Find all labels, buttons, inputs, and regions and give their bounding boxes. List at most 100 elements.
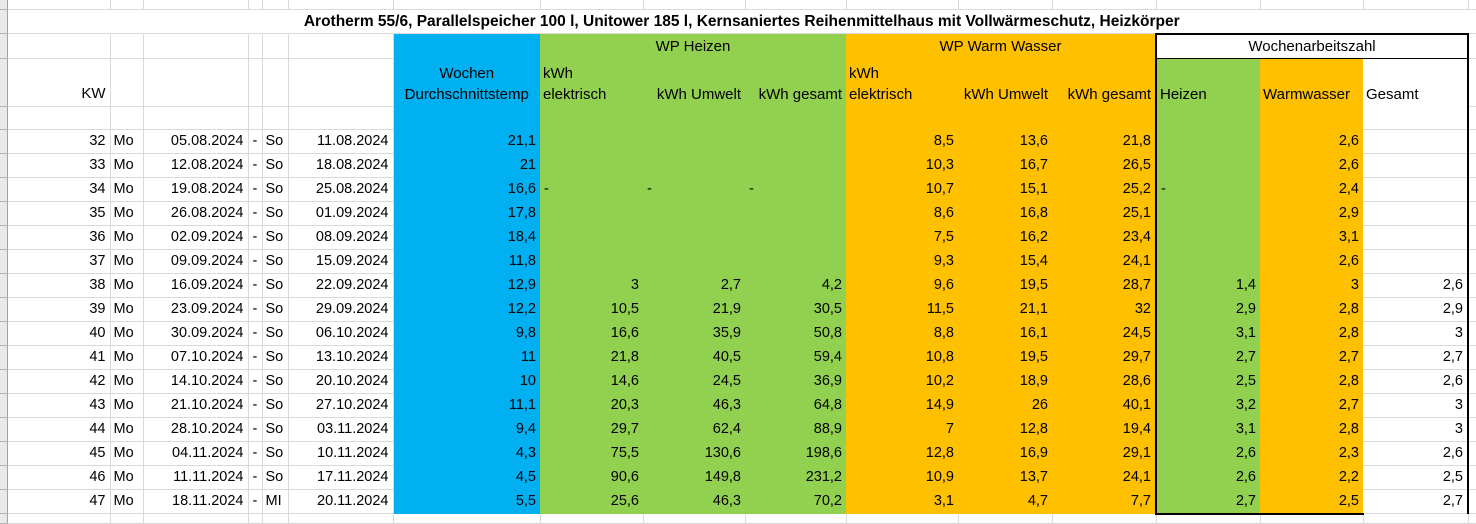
cell-az-gesamt[interactable] [1363,177,1469,202]
cell-heizen-kwh-umwelt[interactable]: 46,3 [643,489,745,514]
cell-ww-kwh-gesamt[interactable]: 28,6 [1052,369,1156,394]
cell-heizen-kwh-gesamt[interactable] [745,153,846,178]
cell-avg-temp[interactable]: 11 [393,345,540,370]
row-header[interactable] [0,297,8,322]
cell-az-warmwasser[interactable]: 2,4 [1260,177,1363,202]
cell-az-warmwasser[interactable]: 2,6 [1260,153,1363,178]
cell-date-separator[interactable]: - [248,177,263,202]
cell-kw[interactable]: 38 [7,273,111,298]
cell-date-separator[interactable]: - [248,369,263,394]
cell-heizen-kwh-gesamt[interactable]: 36,9 [745,369,846,394]
cell-heizen-kwh-elektrisch[interactable] [540,129,643,154]
cell-date-separator[interactable]: - [248,297,263,322]
cell-kw[interactable]: 39 [7,297,111,322]
cell-az-heizen[interactable] [1155,225,1260,250]
row-header[interactable] [0,345,8,370]
row-header[interactable] [0,177,8,202]
cell-start-date[interactable]: 09.09.2024 [143,249,249,274]
cell-avg-temp[interactable]: 12,2 [393,297,540,322]
cell-end-date[interactable]: 10.11.2024 [288,441,394,466]
cell-ww-kwh-elektrisch[interactable]: 9,3 [846,249,958,274]
cell-heizen-kwh-gesamt[interactable]: 231,2 [745,465,846,490]
cell-ww-kwh-umwelt[interactable]: 13,7 [958,465,1052,490]
cell-start-date[interactable]: 14.10.2024 [143,369,249,394]
cell-az-warmwasser[interactable]: 2,8 [1260,321,1363,346]
cell-ww-kwh-umwelt[interactable]: 16,7 [958,153,1052,178]
cell-az-warmwasser[interactable]: 2,5 [1260,489,1363,515]
cell-az-gesamt[interactable] [1363,249,1469,274]
cell-date-separator[interactable]: - [248,417,263,442]
cell-az-warmwasser[interactable]: 2,7 [1260,393,1363,418]
column-header-az-warmwasser[interactable]: Warmwasser [1260,58,1363,107]
cell-avg-temp[interactable]: 17,8 [393,201,540,226]
cell-start-day[interactable]: Mo [110,345,144,370]
sheet-title[interactable]: Arotherm 55/6, Parallelspeicher 100 l, U… [7,9,1476,34]
cell-az-warmwasser[interactable]: 2,9 [1260,201,1363,226]
cell-end-day[interactable]: So [262,369,289,394]
cell-start-day[interactable]: Mo [110,417,144,442]
cell-end-day[interactable]: So [262,201,289,226]
cell-end-date[interactable]: 08.09.2024 [288,225,394,250]
cell-end-date[interactable]: 15.09.2024 [288,249,394,274]
cell-ww-kwh-gesamt[interactable]: 25,2 [1052,177,1156,202]
row-header[interactable] [0,465,8,490]
group-header-wp-heizen[interactable]: WP Heizen [540,33,846,59]
cell-date-separator[interactable]: - [248,153,263,178]
cell-az-heizen[interactable]: 2,6 [1155,465,1260,490]
cell-az-heizen[interactable]: 2,7 [1155,345,1260,370]
cell-heizen-kwh-gesamt[interactable]: 50,8 [745,321,846,346]
cell-ww-kwh-gesamt[interactable]: 19,4 [1052,417,1156,442]
cell-ww-kwh-elektrisch[interactable]: 12,8 [846,441,958,466]
cell-ww-kwh-gesamt[interactable]: 32 [1052,297,1156,322]
cell-kw[interactable]: 42 [7,369,111,394]
cell-ww-kwh-gesamt[interactable]: 24,5 [1052,321,1156,346]
cell-end-day[interactable]: So [262,177,289,202]
cell-kw[interactable]: 47 [7,489,111,514]
cell-ww-kwh-gesamt[interactable]: 25,1 [1052,201,1156,226]
cell-avg-temp[interactable]: 11,1 [393,393,540,418]
cell-ww-kwh-elektrisch[interactable]: 10,9 [846,465,958,490]
cell-avg-temp[interactable]: 16,6 [393,177,540,202]
cell-end-date[interactable]: 22.09.2024 [288,273,394,298]
cell-ww-kwh-umwelt[interactable]: 15,1 [958,177,1052,202]
cell-start-day[interactable]: Mo [110,249,144,274]
cell-ww-kwh-elektrisch[interactable]: 3,1 [846,489,958,514]
cell-heizen-kwh-umwelt[interactable] [643,153,745,178]
row-header[interactable] [0,33,8,59]
cell-ww-kwh-umwelt[interactable]: 18,9 [958,369,1052,394]
column-header-ww-kwh-elektrisch[interactable]: kWh elektrisch [846,58,958,107]
cell-heizen-kwh-gesamt[interactable] [745,249,846,274]
cell-avg-temp[interactable]: 9,8 [393,321,540,346]
row-header[interactable] [0,129,8,154]
cell-start-date[interactable]: 21.10.2024 [143,393,249,418]
cell-end-date[interactable]: 01.09.2024 [288,201,394,226]
row-header[interactable] [0,513,8,524]
cell-kw[interactable]: 37 [7,249,111,274]
row-header[interactable] [0,9,8,34]
cell-ww-kwh-gesamt[interactable]: 28,7 [1052,273,1156,298]
cell-end-day[interactable]: So [262,153,289,178]
cell-start-day[interactable]: Mo [110,129,144,154]
cell-ww-kwh-elektrisch[interactable]: 7,5 [846,225,958,250]
cell-end-day[interactable]: So [262,297,289,322]
cell-heizen-kwh-gesamt[interactable]: 70,2 [745,489,846,514]
cell-start-date[interactable]: 26.08.2024 [143,201,249,226]
cell-az-gesamt[interactable]: 2,6 [1363,441,1469,466]
cell-date-separator[interactable]: - [248,465,263,490]
cell-start-date[interactable]: 12.08.2024 [143,153,249,178]
cell-avg-temp[interactable]: 11,8 [393,249,540,274]
cell-end-day[interactable]: So [262,465,289,490]
cell-az-warmwasser[interactable]: 2,2 [1260,465,1363,490]
cell-end-day[interactable]: So [262,273,289,298]
cell-az-heizen[interactable]: 2,7 [1155,489,1260,515]
cell-az-gesamt[interactable]: 3 [1363,393,1469,418]
cell-end-day[interactable]: So [262,225,289,250]
cell-start-day[interactable]: Mo [110,465,144,490]
cell-ww-kwh-elektrisch[interactable]: 9,6 [846,273,958,298]
column-header-heizen-kwh-gesamt[interactable]: kWh gesamt [745,58,846,107]
cell-heizen-kwh-gesamt[interactable] [745,129,846,154]
cell-ww-kwh-gesamt[interactable]: 7,7 [1052,489,1156,514]
cell-ww-kwh-elektrisch[interactable]: 8,6 [846,201,958,226]
cell-az-heizen[interactable]: 3,2 [1155,393,1260,418]
cell-heizen-kwh-gesamt[interactable]: 88,9 [745,417,846,442]
